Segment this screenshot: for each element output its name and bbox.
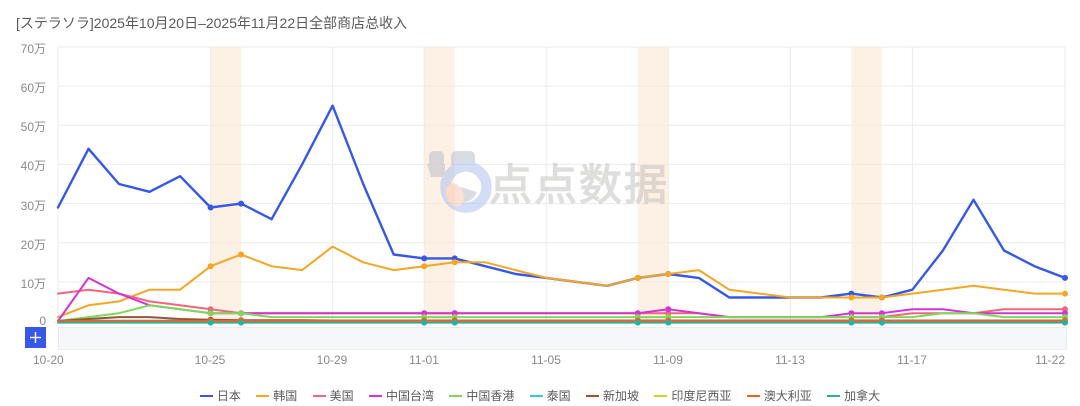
svg-text:点点数据: 点点数据 [489,162,669,210]
